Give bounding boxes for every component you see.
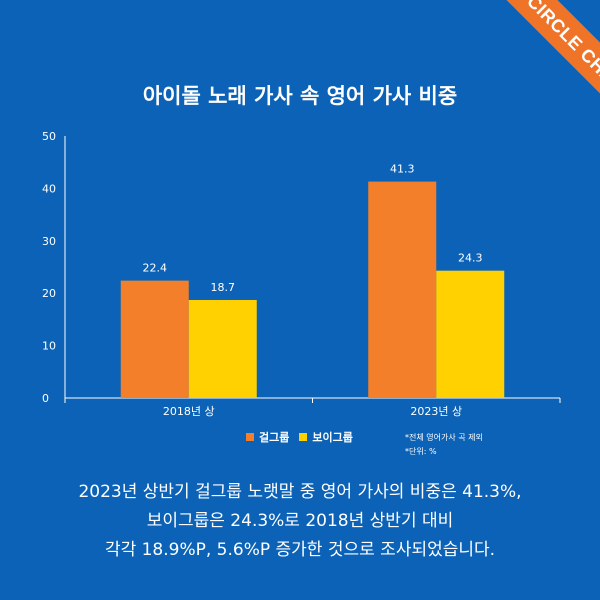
- y-tick-label: 40: [42, 182, 56, 195]
- data-label: 18.7: [211, 281, 236, 294]
- legend-swatch-girl-group: [246, 433, 254, 441]
- bar-girl-group: [368, 181, 437, 398]
- note-exclusion: *전체 영어가사 곡 제외: [405, 433, 483, 442]
- legend-item-boy-group: 보이그룹: [299, 429, 353, 445]
- x-tick-label: 2018년 상: [163, 405, 215, 418]
- y-tick-label: 0: [42, 392, 49, 405]
- chart-notes: *전체 영어가사 곡 제외 *단위: %: [405, 431, 483, 459]
- caption-line-3: 각각 18.9%P, 5.6%P 증가한 것으로 조사되었습니다.: [104, 540, 496, 560]
- legend-label-girl-group: 걸그룹: [259, 431, 290, 444]
- legend: 걸그룹 보이그룹: [246, 429, 353, 445]
- caption-line-1: 2023년 상반기 걸그룹 노랫말 중 영어 가사의 비중은 41.3%,: [78, 482, 522, 502]
- caption: 2023년 상반기 걸그룹 노랫말 중 영어 가사의 비중은 41.3%, 보이…: [0, 478, 600, 565]
- legend-swatch-boy-group: [299, 433, 308, 441]
- data-label: 41.3: [390, 163, 415, 176]
- caption-line-2: 보이그룹은 24.3%로 2018년 상반기 대비: [146, 511, 454, 531]
- bar-boy-group: [436, 270, 505, 398]
- data-label: 24.3: [458, 252, 483, 265]
- bar-boy-group: [188, 300, 257, 398]
- legend-label-boy-group: 보이그룹: [312, 431, 353, 444]
- y-tick-label: 20: [42, 287, 56, 300]
- y-tick-label: 50: [42, 130, 56, 143]
- legend-item-girl-group: 걸그룹: [246, 429, 289, 445]
- y-tick-label: 10: [42, 340, 56, 353]
- note-unit: *단위: %: [405, 447, 437, 456]
- data-label: 22.4: [143, 262, 168, 275]
- chart-title: 아이돌 노래 가사 속 영어 가사 비중: [142, 84, 458, 108]
- y-tick-label: 30: [42, 235, 56, 248]
- x-tick-label: 2023년 상: [410, 405, 462, 418]
- bar-girl-group: [120, 280, 189, 398]
